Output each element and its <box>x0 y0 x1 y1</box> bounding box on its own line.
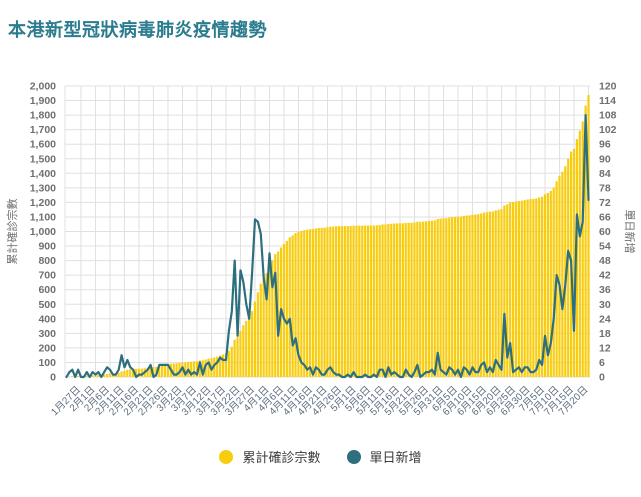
right-axis-tick-labels: 0 6 12 18 24 30 36 42 48 54 60 66 72 78 84 90 96 102 108 11… <box>599 81 617 384</box>
svg-text:100: 100 <box>38 357 56 369</box>
svg-text:48: 48 <box>599 255 611 267</box>
legend-item-cumulative[interactable]: 累計確診宗數 <box>219 447 321 466</box>
svg-text:96: 96 <box>599 139 611 151</box>
svg-text:30: 30 <box>599 299 611 311</box>
svg-text:1,200: 1,200 <box>30 197 56 209</box>
svg-text:54: 54 <box>599 241 611 253</box>
svg-text:36: 36 <box>599 284 611 296</box>
right-axis-title: 單日新增 <box>623 210 637 254</box>
svg-text:1,300: 1,300 <box>30 182 56 194</box>
legend-item-daily[interactable]: 單日新增 <box>346 447 422 466</box>
svg-text:800: 800 <box>38 255 56 267</box>
svg-text:1,500: 1,500 <box>30 153 56 165</box>
svg-text:300: 300 <box>38 328 56 340</box>
svg-text:42: 42 <box>599 270 611 282</box>
svg-text:24: 24 <box>599 313 611 325</box>
chart-legend: 累計確診宗數 單日新增 <box>0 447 641 466</box>
svg-text:1,000: 1,000 <box>30 226 56 238</box>
svg-text:90: 90 <box>599 153 611 165</box>
x-axis-tick-labels: 1月27日2月1日2月6日2月11日2月16日2月21日2月26日3月2日3月7… <box>49 384 591 418</box>
svg-text:102: 102 <box>599 124 617 136</box>
svg-text:500: 500 <box>38 299 56 311</box>
svg-text:120: 120 <box>599 81 617 93</box>
svg-text:18: 18 <box>599 328 611 340</box>
svg-text:1,800: 1,800 <box>30 110 56 122</box>
svg-text:108: 108 <box>599 110 617 122</box>
svg-text:1,600: 1,600 <box>30 139 56 151</box>
svg-text:12: 12 <box>599 342 611 354</box>
series-cumulative-bars <box>68 95 590 378</box>
svg-text:0: 0 <box>599 372 605 384</box>
legend-label-cumulative: 累計確診宗數 <box>242 450 321 465</box>
svg-text:2,000: 2,000 <box>30 81 56 93</box>
legend-swatch-cumulative-icon <box>219 449 234 464</box>
svg-text:66: 66 <box>599 211 611 223</box>
svg-text:72: 72 <box>599 197 611 209</box>
svg-text:78: 78 <box>599 182 611 194</box>
left-axis-title: 累計確診宗數 <box>5 199 19 265</box>
svg-text:1,900: 1,900 <box>30 95 56 107</box>
series-daily-line <box>65 113 590 379</box>
svg-text:600: 600 <box>38 284 56 296</box>
svg-text:1,100: 1,100 <box>30 211 56 223</box>
left-axis-tick-labels: 0 100 200 300 400 500 600 700 800 900 1,000 1,100 1,… <box>30 81 56 384</box>
svg-text:60: 60 <box>599 226 611 238</box>
svg-text:0: 0 <box>50 372 56 384</box>
legend-label-daily: 單日新增 <box>369 450 422 465</box>
svg-text:200: 200 <box>38 342 56 354</box>
page-title: 本港新型冠狀病毒肺炎疫情趨勢 <box>8 20 267 40</box>
svg-text:700: 700 <box>38 270 56 282</box>
svg-text:400: 400 <box>38 313 56 325</box>
svg-text:6: 6 <box>599 357 605 369</box>
svg-text:1,400: 1,400 <box>30 168 56 180</box>
legend-swatch-daily-icon <box>346 449 361 464</box>
svg-text:1,700: 1,700 <box>30 124 56 136</box>
svg-text:84: 84 <box>599 168 611 180</box>
svg-text:900: 900 <box>38 241 56 253</box>
svg-text:114: 114 <box>599 95 616 107</box>
